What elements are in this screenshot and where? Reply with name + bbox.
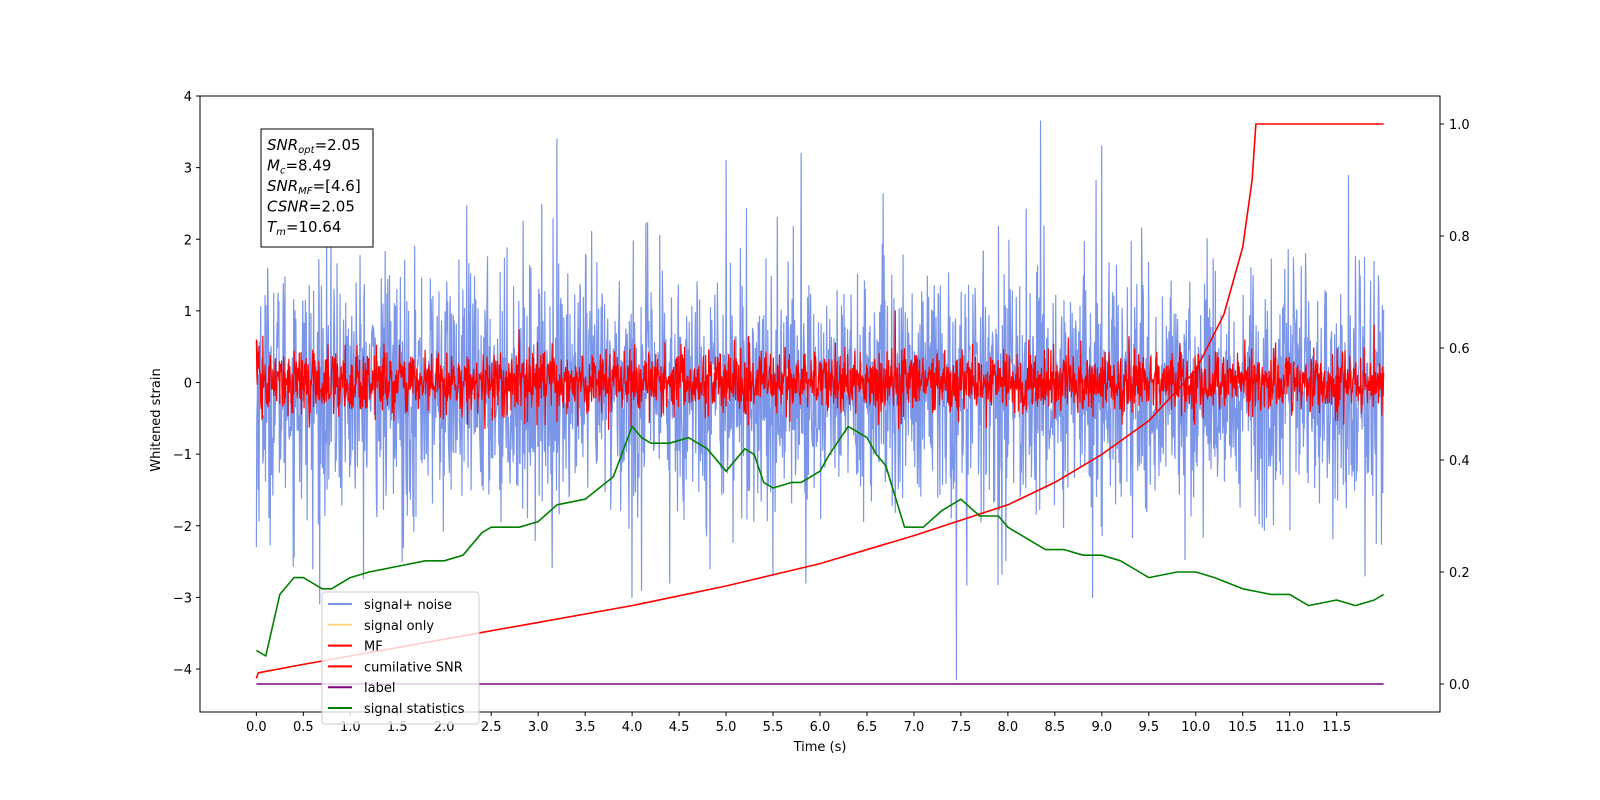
x-axis-label: Time (s) [793, 740, 847, 755]
x-tick-label: 4.5 [669, 720, 690, 735]
y-axis-right: 1.0 0.8 0.6 0.4 0.2 0.0 [1440, 118, 1470, 693]
x-tick-label: 10.0 [1181, 720, 1210, 735]
x-tick-label: 9.0 [1091, 720, 1112, 735]
info-value: =8.49 [285, 157, 331, 175]
x-tick-label: 2.5 [481, 720, 502, 735]
x-tick-label: 3.5 [575, 720, 596, 735]
x-tick-label: 0.5 [293, 720, 314, 735]
info-line: Mc=8.49 [267, 157, 331, 177]
series-signal-statistics [255, 425, 1385, 657]
y-right-tick-label: 0.8 [1449, 230, 1470, 245]
info-box-frame [260, 128, 374, 248]
legend-label: signal only [364, 619, 434, 634]
legend-item: label [328, 681, 395, 696]
legend-item: signal+ noise [328, 598, 452, 613]
x-tick-label: 7.5 [951, 720, 972, 735]
y-right-tick-label: 0.0 [1449, 678, 1470, 693]
info-line: CSNR=2.05 [267, 198, 355, 216]
x-tick-label: 8.5 [1045, 720, 1066, 735]
legend-label: cumilative SNR [364, 660, 463, 675]
x-axis: 0.0 0.5 1.0 1.5 2.0 2.5 3.0 3.5 4.0 4.5 5.0 5.5 6.0 6… [246, 712, 1351, 735]
info-box: SNRopt=2.05Mc=8.49SNRMF=[4.6]CSNR=2.05Tm… [260, 128, 374, 248]
legend-label: label [364, 681, 395, 696]
y-tick-label: 3 [184, 162, 192, 177]
legend-frame [321, 591, 480, 725]
legend-item: signal only [328, 619, 434, 634]
y-right-tick-label: 0.6 [1449, 342, 1470, 357]
legend-label: signal+ noise [364, 598, 452, 613]
y-tick-label: −2 [173, 520, 192, 535]
x-tick-label: 4.0 [622, 720, 643, 735]
y-right-tick-label: 1.0 [1449, 118, 1470, 133]
x-tick-label: 5.5 [763, 720, 784, 735]
info-symbol: T [267, 218, 278, 236]
y-axis-label: Whitened strain [149, 368, 164, 471]
x-tick-label: 11.5 [1322, 720, 1351, 735]
legend-label: signal statistics [364, 702, 465, 717]
y-right-tick-label: 0.4 [1449, 454, 1470, 469]
legend-item: signal statistics [328, 702, 465, 717]
info-line: SNRopt=2.05 [267, 136, 361, 156]
y-tick-label: 2 [184, 233, 192, 248]
y-tick-label: −4 [173, 663, 192, 678]
info-value: =2.05 [315, 136, 361, 154]
info-subscript: opt [298, 145, 315, 156]
legend: signal+ noise signal only MF cumilative SNR… [321, 591, 480, 725]
x-tick-label: 9.5 [1138, 720, 1159, 735]
legend-label: MF [364, 640, 383, 655]
series-mf [255, 310, 1385, 430]
x-tick-label: 5.0 [716, 720, 737, 735]
y-tick-label: −1 [173, 448, 192, 463]
info-value: =10.64 [286, 218, 342, 236]
y-tick-label: −3 [173, 591, 192, 606]
info-symbol: M [267, 157, 280, 175]
y-tick-label: 4 [184, 90, 192, 105]
x-tick-label: 7.0 [904, 720, 925, 735]
x-tick-label: 6.0 [810, 720, 831, 735]
info-symbol: CSNR [267, 198, 309, 216]
y-right-tick-label: 0.2 [1449, 566, 1470, 581]
info-symbol: SNR [267, 177, 298, 195]
y-axis-left: 4 3 2 1 0 −1 −2 −3 −4 [173, 90, 200, 678]
legend-item: cumilative SNR [328, 660, 463, 675]
info-symbol: SNR [267, 136, 298, 154]
info-subscript: m [276, 227, 286, 238]
x-tick-label: 6.5 [857, 720, 878, 735]
y-tick-label: 1 [184, 305, 192, 320]
x-tick-label: 0.0 [246, 720, 267, 735]
info-line: SNRMF=[4.6] [267, 177, 361, 197]
y-tick-label: 0 [184, 377, 192, 392]
info-value: =2.05 [309, 198, 355, 216]
legend-item: MF [328, 640, 383, 655]
info-subscript: MF [298, 186, 313, 197]
x-tick-label: 10.5 [1228, 720, 1257, 735]
x-tick-label: 11.0 [1275, 720, 1304, 735]
x-tick-label: 8.0 [998, 720, 1019, 735]
x-tick-label: 3.0 [528, 720, 549, 735]
info-value: =[4.6] [313, 177, 361, 195]
info-line: Tm=10.64 [267, 218, 341, 238]
info-subscript: c [280, 166, 286, 177]
